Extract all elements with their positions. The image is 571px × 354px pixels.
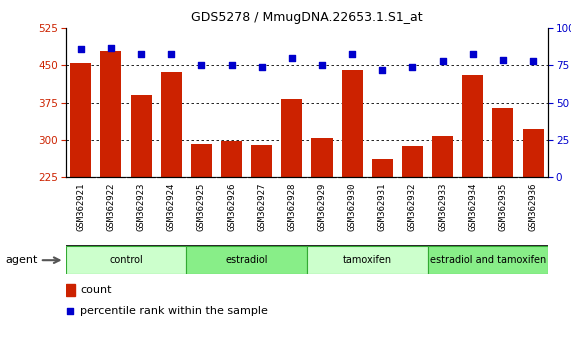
Text: GSM362936: GSM362936 bbox=[529, 183, 537, 231]
Bar bbox=[100, 51, 122, 289]
Bar bbox=[251, 145, 272, 289]
Point bbox=[348, 51, 357, 56]
Text: GSM362935: GSM362935 bbox=[498, 183, 508, 231]
Bar bbox=[402, 146, 423, 289]
Text: estradiol: estradiol bbox=[226, 255, 268, 265]
Text: GSM362926: GSM362926 bbox=[227, 183, 236, 231]
Point bbox=[167, 51, 176, 56]
Text: percentile rank within the sample: percentile rank within the sample bbox=[80, 306, 268, 316]
Point bbox=[498, 57, 508, 62]
Text: GSM362933: GSM362933 bbox=[438, 183, 447, 231]
Bar bbox=[160, 72, 182, 289]
Point bbox=[106, 45, 115, 51]
Bar bbox=[311, 138, 332, 289]
Bar bbox=[341, 70, 363, 289]
Bar bbox=[492, 108, 513, 289]
Bar bbox=[131, 95, 152, 289]
Text: GSM362924: GSM362924 bbox=[167, 183, 176, 231]
Bar bbox=[307, 246, 428, 274]
Point bbox=[529, 58, 538, 64]
Point bbox=[408, 64, 417, 70]
Bar bbox=[66, 284, 75, 296]
Text: GSM362932: GSM362932 bbox=[408, 183, 417, 231]
Text: GSM362925: GSM362925 bbox=[197, 183, 206, 231]
Point bbox=[197, 63, 206, 68]
Bar bbox=[186, 246, 307, 274]
Bar bbox=[432, 136, 453, 289]
Text: GSM362934: GSM362934 bbox=[468, 183, 477, 231]
Bar bbox=[522, 129, 544, 289]
Text: control: control bbox=[109, 255, 143, 265]
Bar bbox=[66, 246, 186, 274]
Point bbox=[468, 51, 477, 56]
Point bbox=[76, 46, 85, 52]
Text: GSM362927: GSM362927 bbox=[257, 183, 266, 231]
Text: GSM362931: GSM362931 bbox=[378, 183, 387, 231]
Bar bbox=[282, 99, 303, 289]
Bar bbox=[221, 141, 242, 289]
Text: GSM362923: GSM362923 bbox=[136, 183, 146, 231]
Point bbox=[287, 55, 296, 61]
Bar bbox=[428, 246, 548, 274]
Text: GSM362928: GSM362928 bbox=[287, 183, 296, 231]
Text: count: count bbox=[80, 285, 112, 295]
Text: GSM362930: GSM362930 bbox=[348, 183, 357, 231]
Point bbox=[257, 64, 266, 70]
Bar bbox=[462, 75, 483, 289]
Point bbox=[317, 63, 327, 68]
Title: GDS5278 / MmugDNA.22653.1.S1_at: GDS5278 / MmugDNA.22653.1.S1_at bbox=[191, 11, 423, 24]
Bar bbox=[191, 144, 212, 289]
Point bbox=[438, 58, 447, 64]
Text: tamoxifen: tamoxifen bbox=[343, 255, 392, 265]
Bar bbox=[372, 159, 393, 289]
Text: estradiol and tamoxifen: estradiol and tamoxifen bbox=[430, 255, 546, 265]
Point bbox=[66, 308, 75, 314]
Text: GSM362921: GSM362921 bbox=[77, 183, 85, 231]
Point bbox=[378, 67, 387, 73]
Point bbox=[227, 63, 236, 68]
Point bbox=[136, 51, 146, 56]
Text: agent: agent bbox=[6, 255, 38, 265]
Bar bbox=[70, 63, 91, 289]
Text: GSM362922: GSM362922 bbox=[106, 183, 115, 231]
Text: GSM362929: GSM362929 bbox=[317, 183, 327, 231]
